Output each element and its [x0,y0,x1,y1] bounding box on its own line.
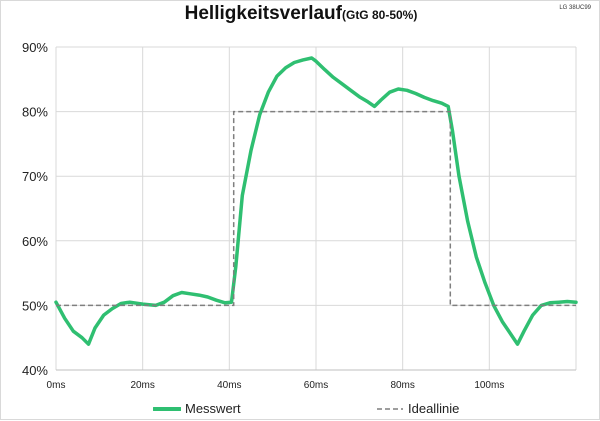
x-tick-label: 40ms [217,380,241,391]
x-tick-label: 0ms [47,380,66,391]
legend-label-measured: Messwert [185,401,241,416]
x-tick-label: 80ms [390,380,414,391]
x-tick-label: 100ms [474,380,504,391]
x-tick-label: 20ms [130,380,154,391]
y-tick-label: 80% [22,105,48,120]
legend-measured-swatch [153,406,181,411]
series-line-ideal [56,110,576,307]
chart-title-block: Helligkeitsverlauf(GtG 80-50%) [1,3,600,25]
y-tick-label: 50% [22,298,48,313]
y-tick-label: 40% [22,363,48,378]
x-tick-label: 60ms [304,380,328,391]
model-label: LG 38UC99 [559,5,591,11]
chart-title: Helligkeitsverlauf [184,3,342,24]
legend-label-ideal: Ideallinie [408,401,460,416]
legend-item-measured: Messwert [153,401,241,416]
chart-subtitle: (GtG 80-50%) [341,8,418,22]
series-line-measured [54,56,578,346]
legend: Messwert Ideallinie [1,399,600,419]
legend-item-ideal: Ideallinie [376,401,459,416]
y-tick-label: 70% [22,169,48,184]
y-tick-label: 60% [22,234,48,249]
y-tick-label: 90% [22,40,48,55]
legend-ideal-swatch [377,407,403,410]
